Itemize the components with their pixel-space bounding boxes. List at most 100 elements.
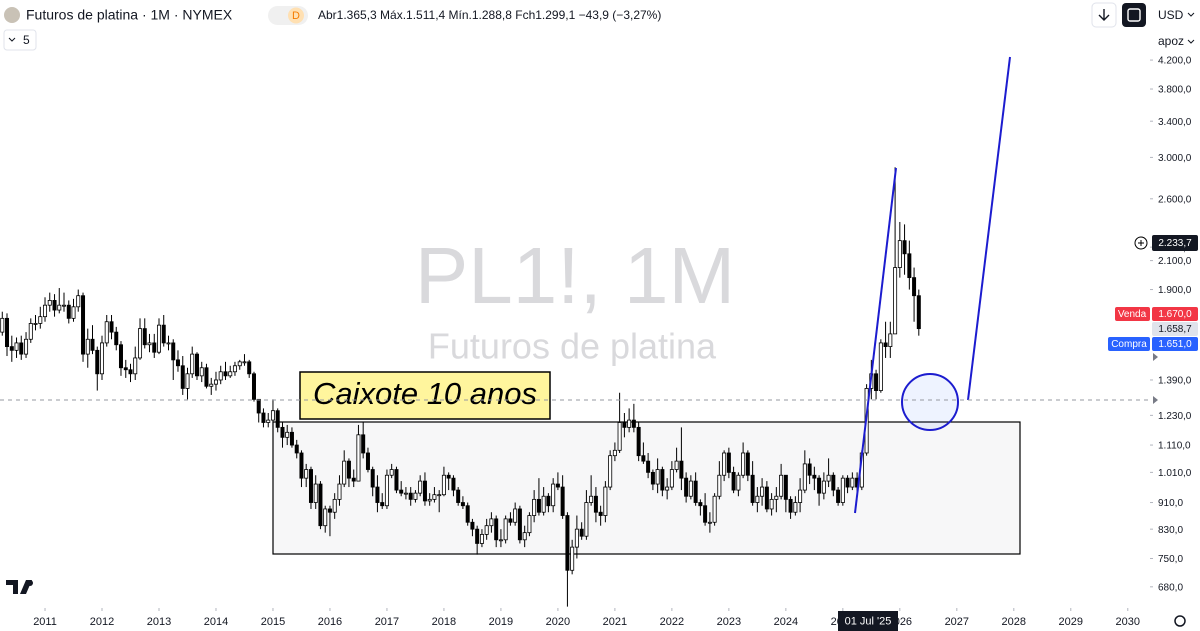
sell-tag (1115, 307, 1150, 321)
candle-body (451, 477, 456, 491)
candle-body (522, 532, 527, 541)
candle-body (646, 460, 651, 473)
candle-body (356, 434, 361, 482)
candle-body (109, 321, 114, 333)
badge-label: D (292, 10, 300, 22)
candle-body (475, 528, 480, 544)
candle-body (199, 367, 204, 377)
candle-body (365, 452, 370, 470)
candle-body (622, 422, 627, 428)
candle-body (394, 469, 399, 491)
candle-body (118, 344, 123, 369)
candle-body (432, 494, 437, 500)
candle-body (669, 469, 674, 488)
x-tick-label: 2012 (90, 616, 114, 628)
candle-body (593, 495, 598, 513)
candle-body (180, 365, 185, 389)
x-tick-label: 2020 (546, 616, 570, 628)
candle-body (760, 486, 765, 497)
candle-body (441, 474, 446, 496)
candle-body (693, 480, 698, 503)
annotation-box (299, 371, 551, 420)
y-tick-label: 1.110,0 (1158, 441, 1191, 452)
candle-body (536, 498, 541, 513)
candle-body (389, 469, 394, 476)
interval-button[interactable] (3, 29, 37, 51)
candle-body (346, 460, 351, 479)
candle-body (100, 342, 105, 375)
candle-body (161, 324, 166, 344)
scale-menu[interactable]: apoz (1158, 34, 1184, 48)
candle-body (304, 469, 309, 479)
y-tick-label: 3.000,0 (1158, 153, 1192, 164)
candle-body (650, 471, 655, 485)
y-tick-label: 4.200,0 (1158, 56, 1192, 67)
candle-body (612, 449, 617, 457)
candle-body (342, 460, 347, 485)
candle-body (479, 534, 484, 544)
candle-body (679, 460, 684, 479)
candle-body (845, 477, 850, 488)
crosshair-date: 01 Jul '25 (845, 615, 892, 627)
candle-body (5, 317, 10, 347)
x-tick-label: 2019 (489, 616, 513, 628)
fullscreen-button[interactable] (1122, 3, 1146, 27)
candle-body (138, 328, 143, 359)
candle-body (897, 240, 902, 268)
candle-body (783, 474, 788, 500)
candle-body (256, 398, 261, 414)
chevron (1187, 39, 1195, 44)
candle-body (57, 304, 62, 311)
candle-body (717, 474, 722, 497)
x-tick-label: 2023 (717, 616, 741, 628)
candle-body (517, 508, 522, 541)
candle-body (460, 502, 465, 507)
candle-body (565, 515, 570, 571)
candle-body (608, 455, 613, 488)
candle-body (81, 295, 86, 355)
logo[interactable] (6, 580, 32, 594)
candle-body (589, 495, 594, 503)
candle-body (14, 342, 19, 351)
candle-body (907, 253, 912, 279)
currency[interactable]: USD (1158, 8, 1184, 22)
buy-label: Compra (1111, 339, 1147, 350)
candle-body (294, 444, 299, 454)
buy-price: 1.651,0 (1158, 339, 1192, 350)
symbol-title[interactable]: Futuros de platina · 1M · NYMEX (26, 7, 233, 23)
settings-icon[interactable] (1174, 615, 1186, 627)
chevron (8, 37, 16, 42)
candle-body (446, 474, 451, 479)
x-tick-label: 2022 (660, 616, 684, 628)
candle-body (280, 426, 285, 438)
candle-body (323, 508, 328, 527)
fullscreen-icon (1127, 8, 1141, 22)
candle-body (802, 463, 807, 491)
candle-body (774, 495, 779, 500)
candle-body (850, 477, 855, 488)
candle-body (85, 338, 90, 355)
candle-body (289, 431, 294, 446)
candle-body (836, 489, 841, 503)
candle-body (878, 342, 883, 391)
candle-body (251, 373, 256, 400)
candle-body (185, 373, 190, 389)
candle-body (769, 498, 774, 510)
candle-body (332, 498, 337, 513)
x-tick-label: 2015 (261, 616, 285, 628)
candle-body (494, 518, 499, 541)
candle-body (722, 452, 727, 476)
candle-body (831, 474, 836, 491)
candle-body (213, 379, 218, 385)
x-tick-label: 2021 (603, 616, 627, 628)
plus-icon (1138, 240, 1144, 246)
candle-body (826, 474, 831, 482)
y-tick-label: 1.230,0 (1158, 411, 1192, 422)
x-tick-label: 2030 (1116, 616, 1140, 628)
candle-body (33, 323, 38, 325)
candle-body (484, 525, 489, 535)
buy-tag (1108, 337, 1150, 351)
candle-body (361, 434, 366, 454)
